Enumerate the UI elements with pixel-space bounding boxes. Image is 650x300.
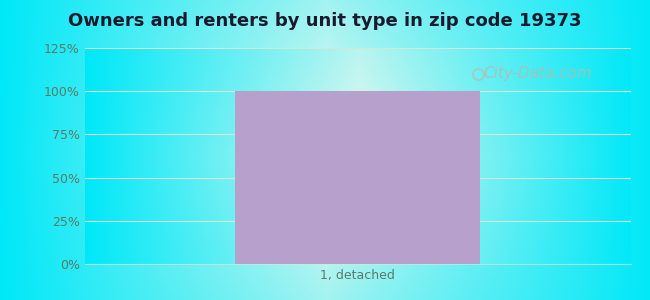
- Bar: [235, 91, 480, 264]
- Text: City-Data.com: City-Data.com: [483, 66, 592, 81]
- Text: Owners and renters by unit type in zip code 19373: Owners and renters by unit type in zip c…: [68, 12, 582, 30]
